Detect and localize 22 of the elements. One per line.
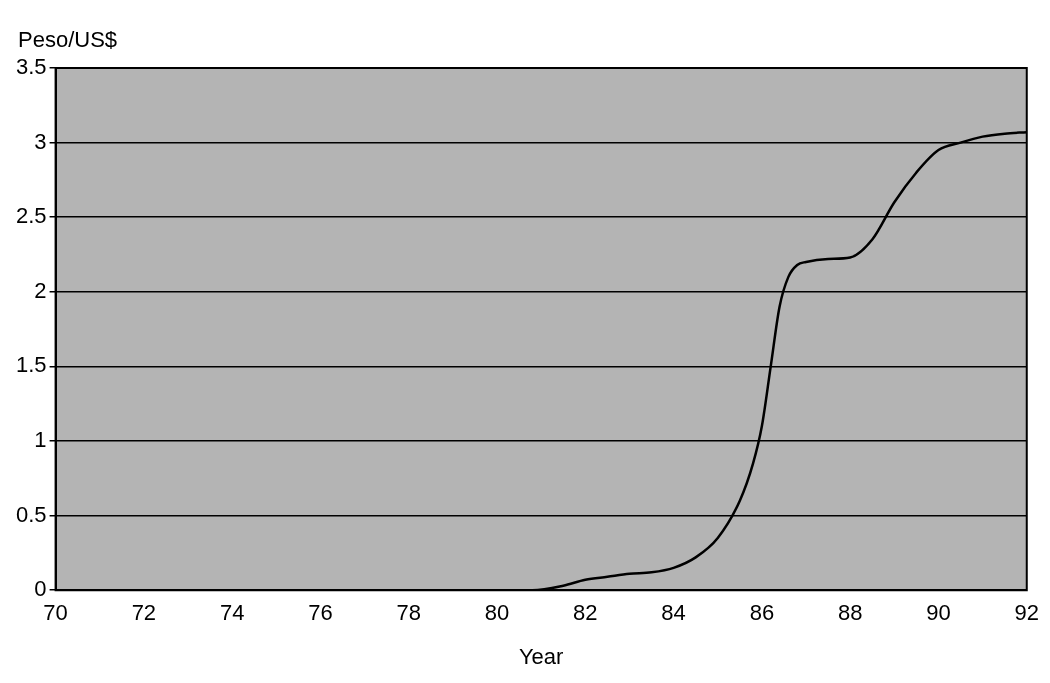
y-tick-label: 0 [34,576,47,602]
y-tick-label: 0.5 [15,501,47,527]
y-tick-label: 2 [34,277,47,303]
x-tick-label: 88 [837,600,863,626]
x-tick-label: 82 [573,600,598,626]
y-tick-label: 3.5 [15,54,47,80]
y-tick-label: 1 [34,427,47,453]
x-tick-label: 74 [219,600,245,626]
x-tick-label: 72 [131,600,157,626]
y-tick-label: 2.5 [15,203,47,229]
x-tick-label: 90 [926,600,951,626]
x-axis-title: Year [518,643,564,669]
x-tick-label: 80 [484,600,510,626]
x-tick-label: 76 [308,600,333,626]
x-tick-label: 78 [396,600,421,626]
x-tick-label: 86 [749,600,775,626]
x-tick-label: 84 [661,600,686,626]
y-tick-label: 3 [34,128,47,154]
y-axis-title: Peso/US$ [18,27,118,53]
x-tick-label: 92 [1014,600,1040,626]
y-tick-label: 1.5 [15,352,47,378]
x-tick-label: 70 [43,600,68,626]
